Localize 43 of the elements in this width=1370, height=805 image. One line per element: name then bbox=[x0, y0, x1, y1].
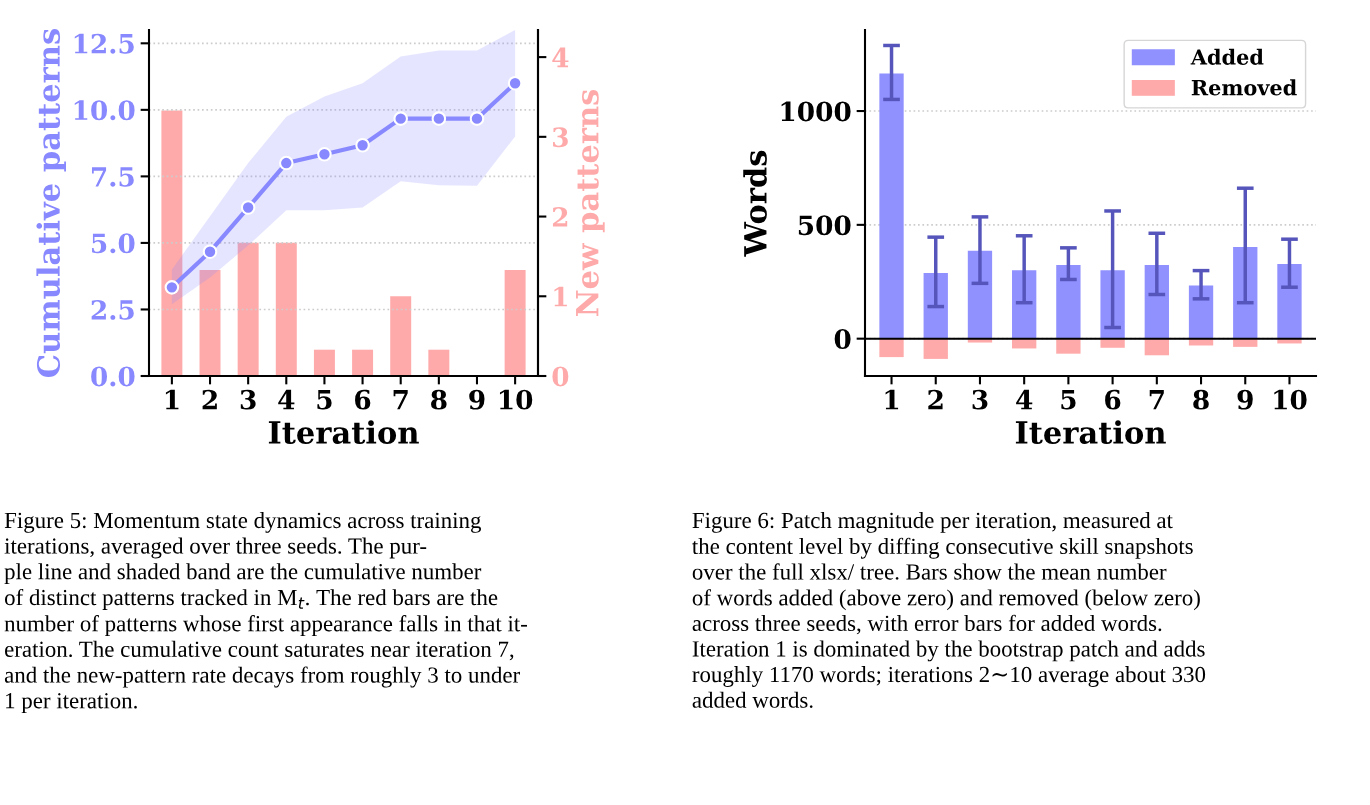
x-tick-label: 1 bbox=[885, 389, 899, 410]
x-axis-title: Iteration bbox=[268, 420, 419, 444]
y-tick-label: 5.0 bbox=[92, 233, 135, 254]
y-tick-label: 12.5 bbox=[74, 33, 134, 54]
x-tick-label: 10 bbox=[499, 389, 533, 410]
x-tick-label: 6 bbox=[1105, 389, 1121, 410]
y-tick-label: 1000 bbox=[781, 101, 851, 122]
y-tick-label: 500 bbox=[798, 215, 851, 236]
y-tick-label: 2.5 bbox=[91, 299, 134, 320]
caption: Figure 6: Patch magnitude per iteration, measured at the content level by diffing consecutive skill snapshots over the full xlsx/ tree. Bars show the mean number of words added (above zero) and removed (below zero) across three seeds, with error bars for added words. Iteration 1 is dominated by the bootstrap patch and adds roughly 1170 words; iterations 2∼10 average about 330 added words. bbox=[692, 512, 1206, 708]
y-tick-label: 10.0 bbox=[74, 100, 135, 121]
x-tick-label: 5 bbox=[317, 390, 332, 410]
x-tick-label: 4 bbox=[1016, 389, 1033, 410]
y-axis-title: Cumulative patterns bbox=[36, 29, 66, 377]
x-tick-label: 8 bbox=[431, 389, 447, 410]
x-tick-label: 9 bbox=[469, 389, 485, 410]
y2-axis-title: New patterns bbox=[576, 89, 605, 316]
y2-tick-label: 3 bbox=[553, 127, 568, 148]
x-tick-label: 8 bbox=[1193, 389, 1209, 410]
x-tick-label: 5 bbox=[1061, 390, 1076, 410]
y2-tick-label: 1 bbox=[554, 286, 567, 307]
y-tick-label: 7.5 bbox=[91, 167, 134, 187]
legend-label: Added bbox=[1190, 48, 1264, 65]
x-tick-label: 2 bbox=[202, 389, 217, 410]
y2-tick-label: 0 bbox=[552, 366, 569, 387]
legend-label: Removed bbox=[1191, 79, 1297, 96]
y-axis-title: Words bbox=[743, 150, 767, 257]
y-tick-label: 0 bbox=[834, 329, 851, 350]
y-tick-label: 0.0 bbox=[91, 366, 135, 387]
y2-tick-label: 4 bbox=[552, 47, 569, 68]
x-tick-label: 7 bbox=[393, 390, 408, 410]
x-tick-label: 3 bbox=[240, 389, 256, 410]
x-tick-label: 6 bbox=[355, 389, 371, 410]
x-tick-label: 3 bbox=[972, 389, 988, 410]
x-axis-title: Iteration bbox=[1015, 420, 1166, 444]
x-tick-label: 2 bbox=[928, 389, 943, 410]
x-tick-label: 4 bbox=[278, 389, 295, 410]
x-tick-label: 9 bbox=[1237, 389, 1253, 410]
x-tick-label: 10 bbox=[1274, 389, 1307, 410]
x-tick-label: 7 bbox=[1149, 390, 1164, 410]
text: Figure 5: Momentum state dynamics across training iterations, averaged over three seeds. The pur- ple line and shaded band are the cumulative number of distinct patterns tracked in M$_{t}$. The red bars are the number of patterns whose first appearance falls in that it- eration. The cumulative count saturates near iteration 7, and the new-pattern rate decays from roughly 3 to under 1 per iteration. bbox=[4, 512, 527, 714]
y2-tick-label: 2 bbox=[552, 206, 568, 227]
x-tick-label: 1 bbox=[165, 389, 179, 410]
